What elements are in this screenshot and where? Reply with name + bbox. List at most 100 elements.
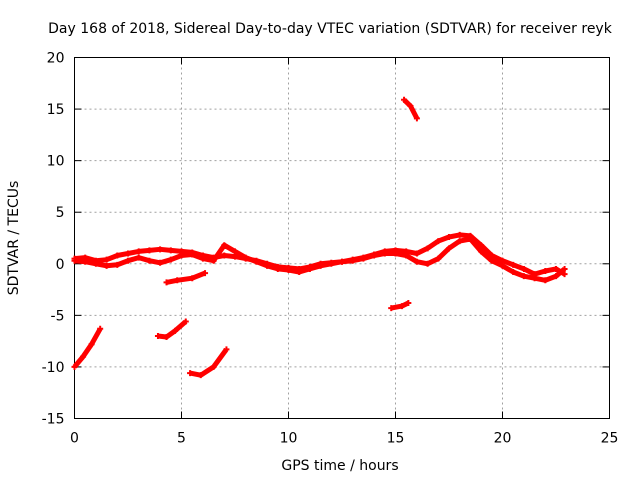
data-point [553, 265, 559, 272]
data-point [264, 262, 271, 269]
x-tick-label: 25 [601, 431, 619, 447]
data-point [154, 332, 161, 339]
chart-title: Day 168 of 2018, Sidereal Day-to-day VTE… [48, 21, 613, 37]
series-line [157, 319, 188, 340]
data-point [199, 255, 206, 262]
data-point [306, 265, 313, 272]
y-tick-label: 0 [56, 257, 65, 273]
data-point [202, 270, 209, 277]
data-point [553, 273, 559, 280]
data-point [407, 102, 414, 109]
plot-frame [74, 57, 610, 419]
data-point [163, 279, 170, 286]
data-point [125, 250, 131, 257]
data-point [232, 253, 238, 260]
series-main-upper-track [71, 231, 568, 278]
data-point [223, 346, 230, 353]
series-line [189, 347, 229, 378]
data-point [97, 325, 104, 332]
data-point [531, 275, 538, 282]
data-point [182, 318, 189, 325]
series-line [166, 270, 206, 285]
data-point [510, 261, 517, 268]
data-point [135, 248, 142, 255]
data-point [488, 257, 495, 264]
data-point [221, 242, 228, 249]
data-point [189, 251, 196, 258]
data-point [178, 252, 185, 259]
data-point [424, 260, 431, 267]
data-point [135, 254, 142, 261]
data-point [88, 341, 95, 348]
x-axis-label: GPS time / hours [281, 458, 398, 474]
data-point [210, 363, 217, 370]
data-point [157, 259, 164, 266]
y-tick-label: 10 [47, 154, 65, 170]
y-tick-label: -10 [42, 360, 65, 376]
data-point [510, 269, 517, 276]
data-point [520, 265, 527, 272]
data-point [446, 233, 452, 240]
data-point [92, 260, 99, 267]
y-tick-label: -5 [51, 308, 65, 324]
data-point [446, 245, 452, 252]
x-tick-label: 0 [70, 431, 79, 447]
data-point [114, 261, 121, 268]
data-point [146, 257, 153, 264]
data-point [392, 250, 399, 257]
data-series [71, 96, 568, 379]
data-point [157, 246, 164, 253]
data-point [274, 265, 281, 272]
axis-ticks [74, 57, 610, 419]
grid [74, 57, 610, 419]
data-point [80, 353, 87, 360]
data-point [401, 96, 408, 103]
series-segment-15h-low [388, 299, 412, 312]
data-point [82, 258, 89, 265]
series-segment-4h-mid [163, 270, 209, 286]
series-segment-15h-high [401, 96, 420, 122]
data-point [456, 231, 463, 238]
data-point [328, 260, 335, 267]
data-point [542, 277, 549, 284]
data-point [371, 252, 378, 259]
data-point [467, 236, 474, 243]
data-point [197, 372, 204, 379]
data-point [388, 305, 395, 312]
data-point [187, 370, 194, 377]
y-axis-label: SDTVAR / TECUs [6, 181, 22, 296]
y-tick-label: 20 [47, 51, 65, 67]
data-point [103, 256, 110, 263]
data-point [424, 245, 431, 252]
series-line [72, 327, 103, 369]
data-point [435, 255, 442, 262]
data-point [435, 238, 442, 245]
y-tick-label: 5 [56, 205, 65, 221]
data-point [561, 265, 568, 272]
y-tick-label: -15 [42, 412, 65, 428]
series-segment-early-dip [71, 325, 104, 370]
data-point [403, 252, 410, 259]
x-tick-label: 15 [387, 431, 405, 447]
series-main-lower-track [71, 236, 568, 284]
data-point [189, 275, 196, 282]
data-point [413, 250, 420, 257]
data-point [71, 363, 78, 370]
data-point [499, 257, 506, 264]
x-tick-label: 10 [280, 431, 298, 447]
series-segment-6h [187, 346, 230, 379]
data-point [478, 248, 485, 255]
data-point [520, 273, 527, 280]
data-point [360, 255, 367, 262]
data-point [71, 257, 78, 264]
data-point [167, 247, 174, 254]
data-point [413, 115, 420, 122]
x-tick-labels: 0 5 10 15 20 25 [70, 431, 618, 447]
data-point [456, 238, 463, 245]
series-segment-4h-low [154, 318, 189, 341]
data-point [174, 277, 181, 284]
data-point [285, 266, 292, 273]
x-tick-label: 20 [494, 431, 512, 447]
data-point [232, 248, 238, 255]
